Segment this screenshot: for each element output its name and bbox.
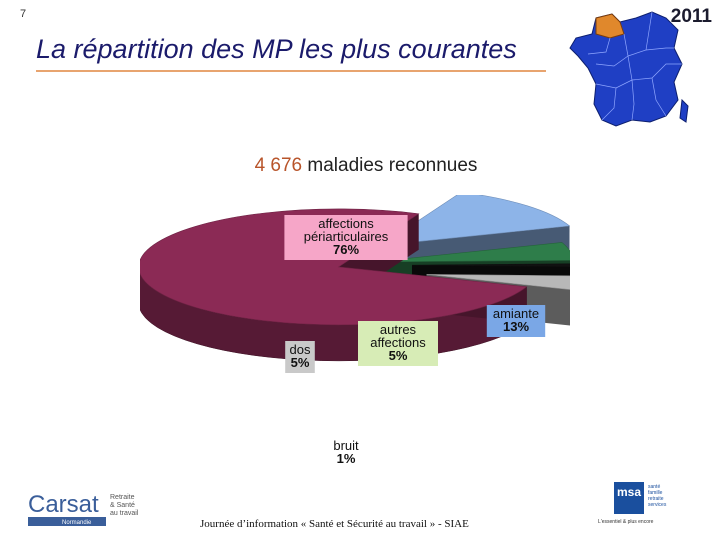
subtitle-text: maladies reconnues — [302, 155, 478, 176]
pie-label-box-amiante — [486, 305, 546, 337]
page-title: La répartition des MP les plus courantes — [36, 34, 517, 64]
pie-label-box-dos — [285, 341, 315, 373]
msa-logo-line-3: retraite — [648, 496, 664, 502]
pie-value-label: 76% — [333, 242, 359, 257]
pie-chart: affectionspériarticulaires76%amiante13%a… — [140, 195, 570, 465]
pie-category-label: dos — [290, 342, 311, 357]
msa-logo-mark: msa santé famille retraite services L'es… — [598, 482, 667, 525]
msa-logo-line-2: famille — [648, 490, 663, 496]
pie-value-label: 13% — [503, 319, 529, 334]
year-label: 2011 — [670, 6, 712, 27]
subtitle: 4 676 maladies reconnues — [0, 155, 720, 177]
msa-logo-name: msa — [617, 485, 641, 499]
carsat-logo-region: Normandie — [62, 520, 92, 526]
slide-number: 7 — [20, 8, 27, 20]
pie-label-box-affections — [284, 215, 408, 260]
pie-label-box-autres — [358, 321, 438, 366]
msa-logo-tagline: L'essentiel & plus encore — [598, 519, 654, 525]
pie-value-label: 5% — [389, 348, 408, 363]
pie-category-label: amiante — [493, 306, 539, 321]
footer-text: Journée d’information « Santé et Sécurit… — [200, 518, 469, 530]
carsat-logo-name: Carsat — [28, 491, 99, 518]
france-regions-map-icon — [569, 11, 689, 127]
carsat-logo-line-1: Retraite — [110, 494, 135, 501]
pie-value-label: 5% — [291, 355, 310, 370]
title-underline — [36, 70, 546, 72]
recognized-count: 4 676 — [254, 155, 303, 176]
pie-category-label: autres — [380, 322, 417, 337]
pie-category-label: affections — [370, 335, 426, 350]
pie-value-label: 1% — [337, 451, 356, 465]
pie-category-label: bruit — [333, 438, 359, 453]
msa-logo-line-1: santé — [648, 484, 660, 490]
msa-logo-line-4: services — [648, 502, 667, 508]
carsat-logo-line-3: au travail — [110, 510, 139, 517]
pie-category-label: périarticulaires — [304, 229, 389, 244]
carsat-logo-line-2: & Santé — [110, 502, 135, 509]
pie-labels: affectionspériarticulaires76%amiante13%a… — [284, 215, 546, 465]
carsat-logo: Carsat Retraite & Santé au travail Norma… — [28, 490, 148, 533]
msa-logo: msa santé famille retraite services L'es… — [590, 482, 684, 531]
pie-category-label: affections — [318, 216, 374, 231]
carsat-logo-mark: Carsat Retraite & Santé au travail Norma… — [28, 491, 139, 526]
